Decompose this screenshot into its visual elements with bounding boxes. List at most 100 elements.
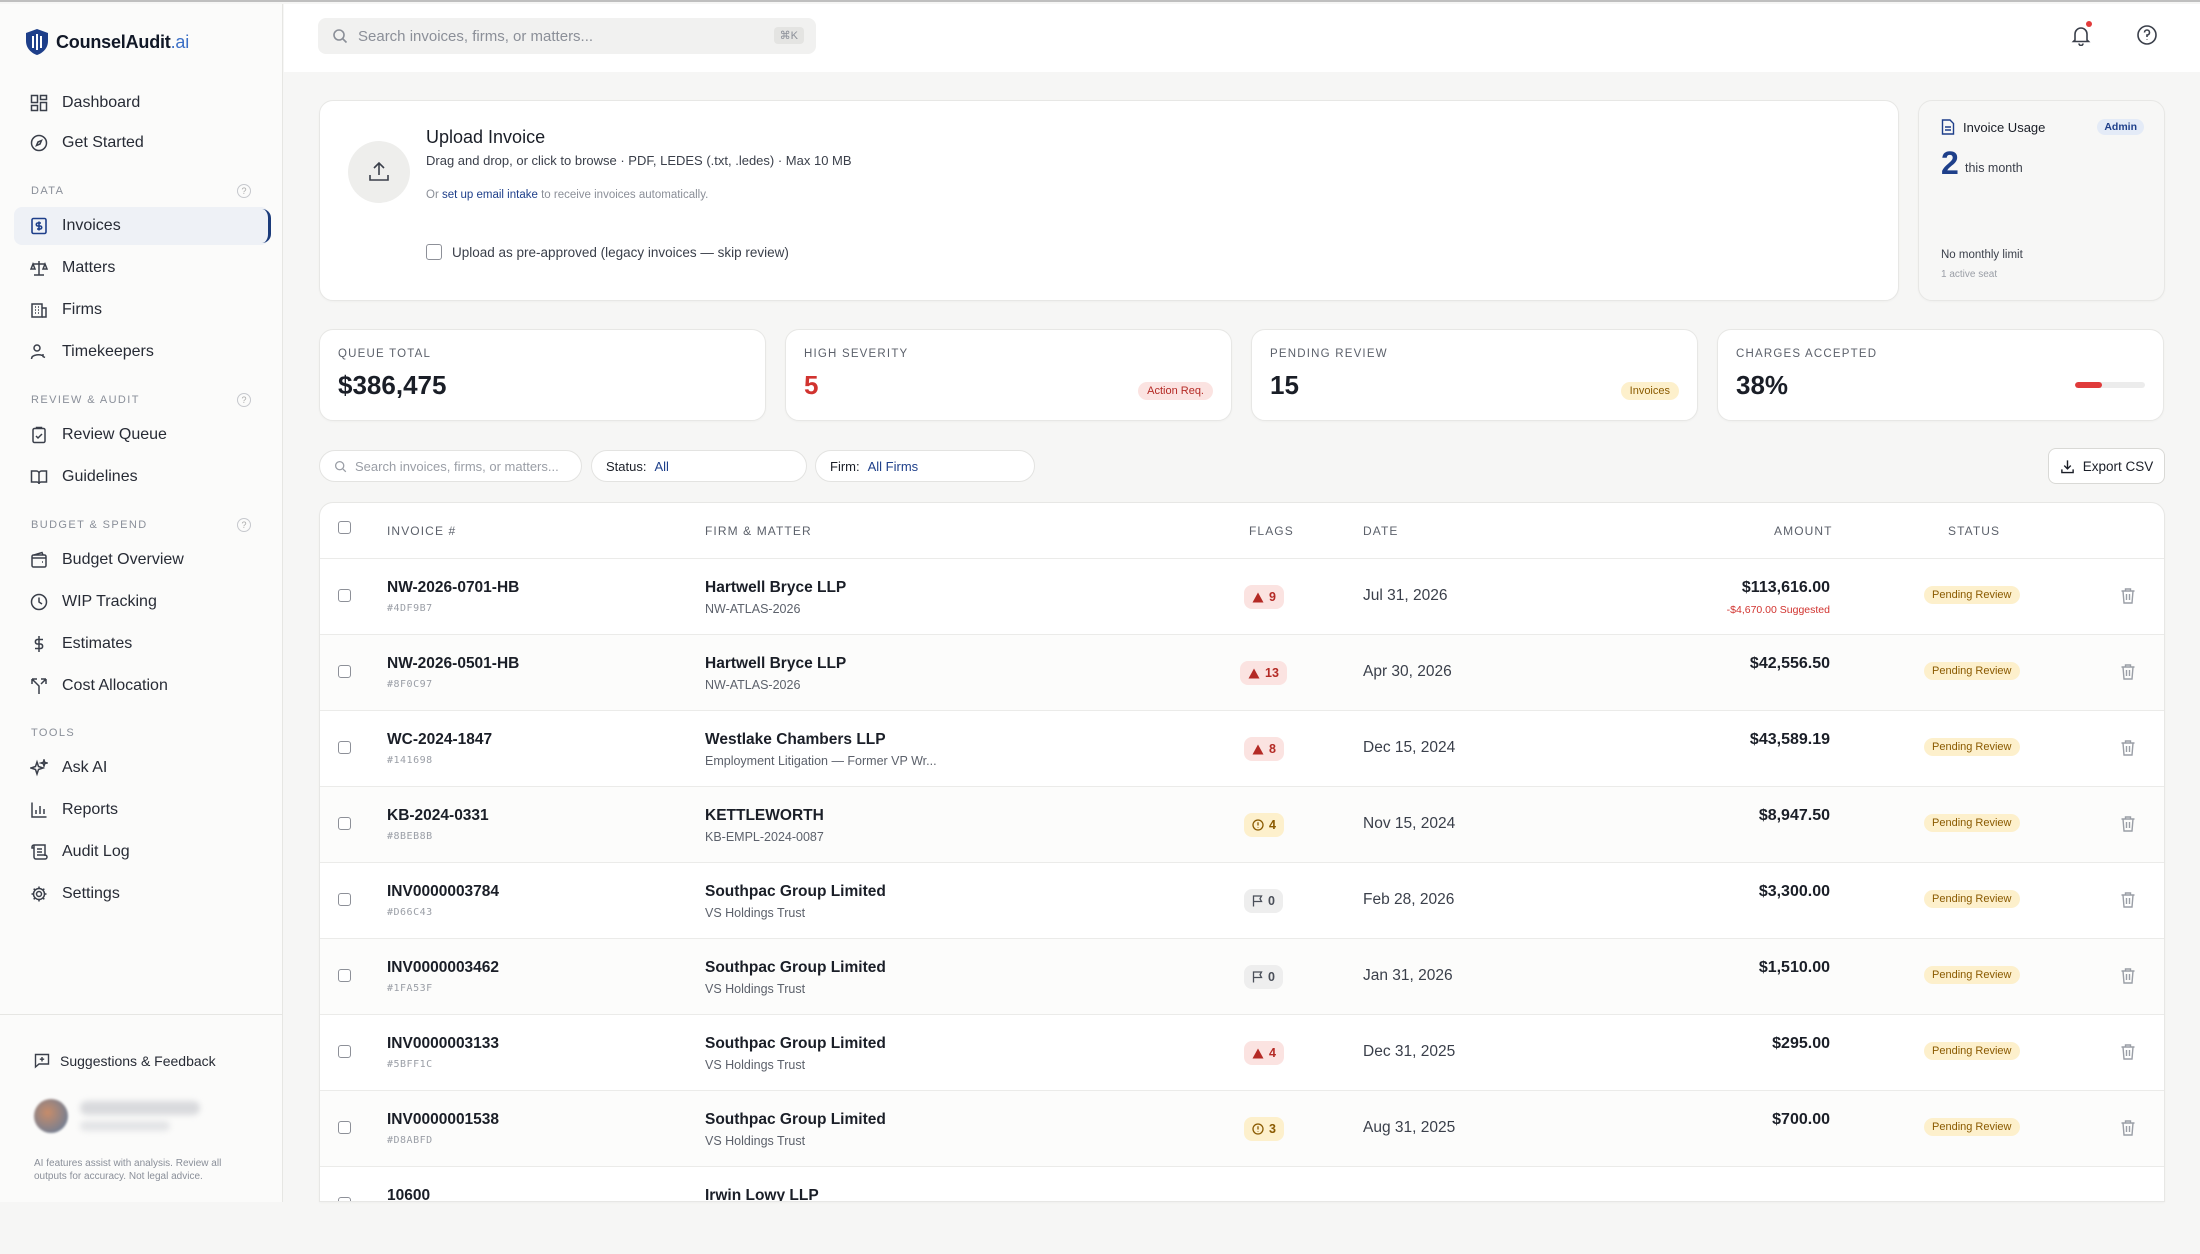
row-checkbox[interactable]	[338, 741, 351, 759]
nav-audit-log[interactable]: Audit Log	[14, 833, 269, 871]
flags-badge[interactable]: 8	[1244, 737, 1284, 761]
status-filter-select[interactable]: Status: All	[591, 450, 807, 482]
nav-review-queue[interactable]: Review Queue	[14, 416, 269, 454]
nav-budget-overview[interactable]: Budget Overview	[14, 541, 269, 579]
progress-fill	[2075, 382, 2102, 388]
table-row[interactable]: NW-2026-0501-HB #8F0C97 Hartwell Bryce LLP…	[320, 635, 2164, 711]
flags-badge[interactable]: 4	[1244, 1041, 1284, 1065]
help-icon[interactable]: ?	[237, 184, 251, 198]
delete-button[interactable]	[2120, 815, 2136, 837]
invoice-number[interactable]: NW-2026-0501-HB	[387, 655, 520, 672]
trash-icon	[2121, 664, 2135, 680]
invoice-number[interactable]: INV0000003133	[387, 1035, 500, 1052]
row-checkbox[interactable]	[338, 817, 351, 835]
row-checkbox[interactable]	[338, 969, 351, 987]
invoice-number[interactable]: INV0000003462	[387, 959, 500, 976]
nav-ask-ai[interactable]: Ask AI	[14, 749, 269, 787]
table-row[interactable]: WC-2024-1847 #141698 Westlake Chambers LLP…	[320, 711, 2164, 787]
row-checkbox[interactable]	[338, 1121, 351, 1139]
table-row[interactable]: KB-2024-0331 #8BEB8B KETTLEWORTH KB-EMPL-20…	[320, 787, 2164, 863]
nav-settings[interactable]: Settings	[14, 875, 269, 913]
table-row[interactable]: 10600 Irwin Lowy LLP	[320, 1167, 2164, 1202]
invoice-amount: $700.00	[1772, 1111, 1830, 1128]
notifications-button[interactable]	[2070, 21, 2092, 51]
nav-matters[interactable]: Matters	[14, 249, 269, 287]
nav-get-started[interactable]: Get Started	[14, 124, 269, 162]
delete-button[interactable]	[2120, 967, 2136, 989]
section-budget-label: BUDGET & SPEND?	[31, 518, 251, 532]
nav-invoices[interactable]: Invoices	[14, 207, 271, 245]
kpi-pending-review[interactable]: PENDING REVIEW 15 Invoices	[1251, 329, 1698, 421]
nav-guidelines[interactable]: Guidelines	[14, 458, 269, 496]
col-firm[interactable]: FIRM & MATTER	[705, 524, 812, 538]
invoice-number[interactable]: INV0000003784	[387, 883, 500, 900]
email-intake-link[interactable]: set up email intake	[441, 189, 538, 201]
delete-button[interactable]	[2120, 1119, 2136, 1141]
sidebar: CounselAudit.ai Dashboard Get Started DA…	[0, 4, 283, 1202]
col-flags[interactable]: FLAGS	[1249, 524, 1294, 538]
nav-label: WIP Tracking	[62, 593, 157, 610]
nav-cost-allocation[interactable]: Cost Allocation	[14, 667, 269, 705]
row-checkbox[interactable]	[338, 893, 351, 911]
delete-button[interactable]	[2120, 739, 2136, 761]
flags-badge[interactable]: 0	[1244, 889, 1283, 913]
flags-badge[interactable]: 13	[1240, 661, 1287, 685]
table-search-input[interactable]: Search invoices, firms, or matters...	[319, 450, 582, 482]
kpi-high-severity[interactable]: HIGH SEVERITY 5 Action Req.	[785, 329, 1232, 421]
delete-button[interactable]	[2120, 1043, 2136, 1065]
table-row[interactable]: INV0000003462 #1FA53F Southpac Group Limit…	[320, 939, 2164, 1015]
preapproved-checkbox[interactable]: Upload as pre-approved (legacy invoices …	[426, 244, 789, 260]
status-badge: Pending Review	[1924, 1042, 2020, 1060]
matter-name: NW-ATLAS-2026	[705, 678, 801, 692]
col-amount[interactable]: AMOUNT	[1774, 524, 1833, 538]
delete-button[interactable]	[2120, 587, 2136, 609]
flags-badge[interactable]: 4	[1244, 813, 1284, 837]
invoice-number[interactable]: KB-2024-0331	[387, 807, 489, 824]
usage-seats: 1 active seat	[1941, 269, 1998, 280]
table-row[interactable]: INV0000003133 #5BFF1C Southpac Group Limit…	[320, 1015, 2164, 1091]
nav-firms[interactable]: Firms	[14, 291, 269, 329]
help-icon[interactable]: ?	[237, 393, 251, 407]
col-date[interactable]: DATE	[1363, 524, 1399, 538]
nav-dashboard[interactable]: Dashboard	[14, 84, 269, 122]
table-row[interactable]: INV0000001538 #D8ABFD Southpac Group Limit…	[320, 1091, 2164, 1167]
brand-logo[interactable]: CounselAudit.ai	[24, 28, 189, 56]
checkbox[interactable]	[426, 244, 442, 260]
invoice-hash: #141698	[387, 755, 433, 766]
feedback-link[interactable]: Suggestions & Feedback	[34, 1053, 216, 1069]
nav-label: Matters	[62, 259, 116, 276]
upload-invoice-card[interactable]: Upload Invoice Drag and drop, or click t…	[319, 100, 1899, 301]
flags-badge[interactable]: 3	[1244, 1117, 1284, 1141]
row-checkbox[interactable]	[338, 1197, 351, 1201]
select-all-checkbox[interactable]	[338, 521, 351, 537]
col-invoice[interactable]: INVOICE #	[387, 524, 457, 538]
row-checkbox[interactable]	[338, 665, 351, 683]
firm-filter-select[interactable]: Firm: All Firms	[815, 450, 1035, 482]
nav-estimates[interactable]: Estimates	[14, 625, 269, 663]
export-csv-button[interactable]: Export CSV	[2048, 448, 2165, 484]
matter-name: VS Holdings Trust	[705, 1058, 806, 1072]
table-row[interactable]: INV0000003784 #D66C43 Southpac Group Limit…	[320, 863, 2164, 939]
nav-timekeepers[interactable]: Timekeepers	[14, 333, 269, 371]
flags-badge[interactable]: 9	[1244, 585, 1284, 609]
kpi-charges-accepted: CHARGES ACCEPTED 38%	[1717, 329, 2164, 421]
nav-reports[interactable]: Reports	[14, 791, 269, 829]
invoice-number[interactable]: INV0000001538	[387, 1111, 500, 1128]
col-status[interactable]: STATUS	[1948, 524, 2001, 538]
user-profile[interactable]	[34, 1099, 200, 1133]
help-button[interactable]	[2136, 24, 2158, 51]
row-checkbox[interactable]	[338, 589, 351, 607]
row-checkbox[interactable]	[338, 1045, 351, 1063]
delete-button[interactable]	[2120, 891, 2136, 913]
nav-wip-tracking[interactable]: WIP Tracking	[14, 583, 269, 621]
invoice-number[interactable]: NW-2026-0701-HB	[387, 579, 520, 596]
upload-dropzone-button[interactable]	[348, 141, 410, 203]
invoice-number[interactable]: 10600	[387, 1187, 431, 1202]
status-badge: Pending Review	[1924, 966, 2020, 984]
help-icon[interactable]: ?	[237, 518, 251, 532]
flags-badge[interactable]: 0	[1244, 965, 1283, 989]
table-row[interactable]: NW-2026-0701-HB #4DF9B7 Hartwell Bryce LLP…	[320, 559, 2164, 635]
global-search-input[interactable]: Search invoices, firms, or matters... ⌘K	[318, 18, 816, 54]
invoice-number[interactable]: WC-2024-1847	[387, 731, 493, 748]
delete-button[interactable]	[2120, 663, 2136, 685]
